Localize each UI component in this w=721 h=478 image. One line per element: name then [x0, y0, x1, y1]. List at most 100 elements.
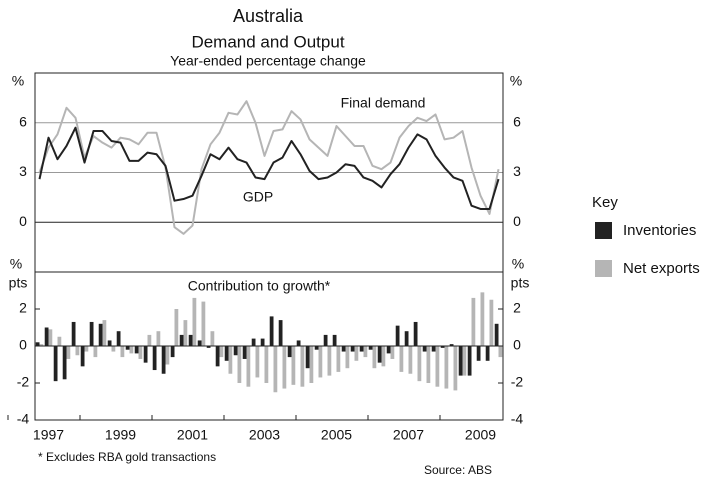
bar: [291, 346, 296, 385]
x-tick-label: 2001: [177, 427, 208, 443]
bar: [435, 346, 440, 387]
bar: [264, 346, 269, 383]
bar: [170, 346, 175, 358]
bar: [417, 346, 422, 382]
y-unit: pts: [511, 275, 530, 291]
bar: [120, 346, 125, 358]
bar: [260, 338, 265, 346]
bar: [197, 340, 202, 346]
bar: [255, 346, 260, 378]
x-tick-label: 2003: [249, 427, 280, 443]
y-tick-label: -4: [17, 411, 30, 427]
y-unit: pts: [9, 275, 28, 291]
bar: [53, 346, 58, 382]
bar: [309, 346, 314, 383]
bar: [476, 346, 481, 361]
bar: [426, 346, 431, 383]
bar: [125, 346, 130, 350]
bar: [318, 346, 323, 378]
y-tick-label: 0: [513, 213, 521, 229]
bar: [390, 346, 395, 359]
bar: [210, 331, 215, 346]
bar: [359, 346, 364, 352]
y-tick-label: 0: [513, 337, 521, 353]
bar: [242, 346, 247, 359]
bar: [138, 346, 143, 359]
legend-label: Inventories: [623, 222, 696, 239]
plot-frame: [34, 271, 504, 421]
bar: [206, 346, 211, 348]
bar: [453, 346, 458, 391]
bar: [35, 342, 40, 346]
line-series: [38, 126, 500, 210]
bar: [444, 346, 449, 389]
chart-title: Australia: [233, 6, 304, 26]
bar: [408, 346, 413, 374]
x-tick-label: 2009: [465, 427, 496, 443]
bar: [75, 346, 80, 356]
bar: [345, 346, 350, 369]
source: Source: ABS: [424, 463, 492, 477]
y-tick-label: 2: [19, 300, 27, 316]
bar: [147, 334, 152, 346]
bar: [354, 346, 359, 361]
bar: [413, 321, 418, 346]
bar: [489, 299, 494, 346]
bar: [300, 346, 305, 387]
bar: [332, 334, 337, 346]
bar: [485, 346, 490, 361]
y-unit: %: [512, 256, 524, 272]
chart-subtitle: Demand and Output: [191, 32, 344, 51]
x-tick-label: 2005: [321, 427, 352, 443]
y-tick-label: 6: [513, 113, 521, 129]
y-tick-label: -2: [511, 374, 524, 390]
bar: [327, 346, 332, 376]
bar: [395, 325, 400, 346]
bar: [480, 292, 485, 346]
bar: [129, 346, 134, 354]
bar: [440, 346, 445, 348]
bar: [116, 331, 121, 346]
panel-title: Contribution to growth*: [188, 278, 331, 294]
bar: [341, 346, 346, 352]
bar: [215, 346, 220, 367]
bar: [89, 321, 94, 346]
bar: [368, 346, 373, 350]
bar: [471, 297, 476, 346]
bar: [363, 346, 368, 358]
bar: [143, 346, 148, 363]
bar: [399, 346, 404, 372]
bar: [80, 346, 85, 367]
bar: [84, 346, 89, 352]
bar: [156, 331, 161, 346]
footnote: * Excludes RBA gold transactions: [38, 450, 216, 464]
bar: [458, 346, 463, 376]
bar: [498, 346, 503, 358]
y-tick-label: 3: [513, 163, 521, 179]
bar: [494, 323, 499, 346]
bar: [107, 340, 112, 346]
bar: [219, 346, 224, 358]
bar: [71, 321, 76, 346]
bar: [57, 336, 62, 346]
bar: [111, 346, 116, 352]
series-annotation: GDP: [243, 189, 273, 205]
bar: [449, 344, 454, 346]
bar: [323, 334, 328, 346]
legend-swatch: [595, 260, 612, 277]
legend-title: Key: [592, 194, 618, 211]
bar: [269, 316, 274, 346]
bar: [251, 338, 256, 346]
y-tick-label: -4: [511, 411, 524, 427]
bar: [183, 320, 188, 346]
bar: [422, 346, 427, 352]
bar: [350, 346, 355, 352]
bar: [314, 346, 319, 350]
bar: [48, 329, 53, 346]
x-tick-label: 1997: [33, 427, 64, 443]
bar: [39, 344, 44, 346]
bar: [98, 323, 103, 346]
bar: [377, 346, 382, 363]
bar: [174, 309, 179, 346]
